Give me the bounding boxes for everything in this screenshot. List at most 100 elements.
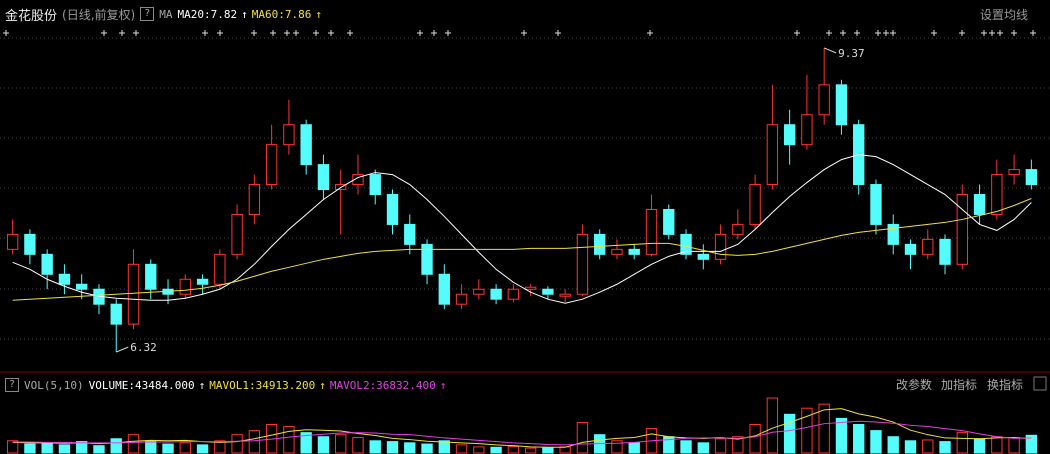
legend-entry: MA20:7.82 xyxy=(177,7,238,21)
legend-arrow: ↑ xyxy=(241,7,248,21)
candle-body xyxy=(956,194,968,265)
volume-bar xyxy=(870,430,882,454)
candle-body xyxy=(127,263,140,325)
event-marker xyxy=(202,30,208,36)
candle-body xyxy=(749,184,761,225)
volume-bar xyxy=(714,438,727,454)
event-marker xyxy=(883,30,889,36)
legend-entry: VOLUME:43484.000 xyxy=(88,378,195,392)
candle-body xyxy=(628,248,640,255)
volume-bar xyxy=(956,432,968,454)
volume-bar xyxy=(611,440,623,454)
candle-body xyxy=(317,164,330,191)
ma-line xyxy=(12,154,1032,304)
event-marker xyxy=(445,30,451,36)
event-marker xyxy=(521,30,527,36)
legend-arrow: ↑ xyxy=(315,7,322,21)
button[interactable]: 换指标 xyxy=(987,378,1024,392)
volume-bar xyxy=(6,440,19,454)
volume-bar xyxy=(749,424,761,454)
volume-bar xyxy=(801,407,813,454)
candle-body xyxy=(801,114,813,146)
event-marker xyxy=(1011,30,1017,36)
volume-bar xyxy=(732,436,744,454)
volume-bar xyxy=(628,442,640,454)
stock-name: 金花股份 xyxy=(5,8,58,24)
candle-body xyxy=(818,84,830,116)
candle-body xyxy=(421,243,433,275)
candle-body xyxy=(611,248,623,255)
volume-bar xyxy=(214,440,226,454)
event-marker xyxy=(119,30,125,36)
candle-body xyxy=(6,233,19,250)
help[interactable]: ? xyxy=(5,378,20,392)
high-label: 9.37 xyxy=(838,47,865,60)
volume-bar xyxy=(421,443,433,454)
candle-body xyxy=(41,253,53,275)
candle-body xyxy=(145,263,157,290)
button[interactable]: 改参数 xyxy=(896,378,933,392)
event-marker xyxy=(251,30,257,36)
candle-body xyxy=(214,253,226,285)
volume-bar xyxy=(542,447,554,454)
event-marker xyxy=(959,30,965,36)
volume-bar xyxy=(404,442,416,454)
panel-toggle[interactable] xyxy=(1033,376,1047,391)
candle-body xyxy=(663,208,675,235)
leader xyxy=(823,47,837,54)
event-marker xyxy=(270,30,276,36)
volume-bar xyxy=(473,446,485,454)
ma-legend: MA20:7.82 ↑ MA60:7.86 ↑ xyxy=(177,8,321,21)
candle-body xyxy=(438,273,450,305)
event-marker xyxy=(313,30,319,36)
event-marker xyxy=(101,30,107,36)
volume-bar xyxy=(145,440,157,454)
volume-bar xyxy=(317,436,330,454)
volume-bar xyxy=(783,413,796,454)
event-marker xyxy=(284,30,290,36)
candle-body xyxy=(76,283,88,290)
volume-bar xyxy=(904,440,917,454)
ma-line xyxy=(12,420,1032,446)
candle-body xyxy=(991,174,1003,215)
candle-body xyxy=(714,233,727,260)
candle-body xyxy=(110,303,122,325)
volume-bar xyxy=(973,438,986,454)
volume-bar xyxy=(887,436,899,454)
candle-body xyxy=(490,288,502,300)
volume-bar xyxy=(455,444,468,454)
event-marker xyxy=(875,30,881,36)
volume-bar xyxy=(179,442,191,454)
set-ma[interactable]: 设置均线 xyxy=(980,8,1029,22)
candle-body xyxy=(369,174,381,196)
volume-bar xyxy=(680,440,692,454)
candle-body xyxy=(231,213,243,255)
vol-header: ? VOL(5,10) VOLUME:43484.000 ↑ MAVOL1:3491… xyxy=(5,376,446,394)
candle-body xyxy=(283,124,295,146)
candle-body xyxy=(887,223,899,245)
candle-body xyxy=(300,124,312,166)
legend-entry: MAVOL2:36832.400 xyxy=(329,378,436,392)
candle-body xyxy=(835,84,848,126)
candle-body xyxy=(1025,169,1038,186)
candle-body xyxy=(576,233,589,295)
volume-bar xyxy=(369,440,381,454)
volume-bar xyxy=(1025,434,1038,454)
event-marker xyxy=(555,30,561,36)
candle-body xyxy=(783,124,796,146)
event-marker xyxy=(647,30,653,36)
event-marker xyxy=(431,30,437,36)
volume-bar xyxy=(283,426,295,454)
event-marker xyxy=(3,30,9,36)
volume-bar xyxy=(853,424,865,454)
volume-bar xyxy=(939,441,951,454)
button[interactable]: 加指标 xyxy=(941,378,978,392)
legend-arrow: ↑ xyxy=(439,378,447,392)
candle-body xyxy=(507,288,520,300)
volume-bar xyxy=(58,444,71,454)
event-marker xyxy=(840,30,846,36)
help[interactable]: ? xyxy=(140,7,155,21)
volume-bar xyxy=(386,441,399,454)
